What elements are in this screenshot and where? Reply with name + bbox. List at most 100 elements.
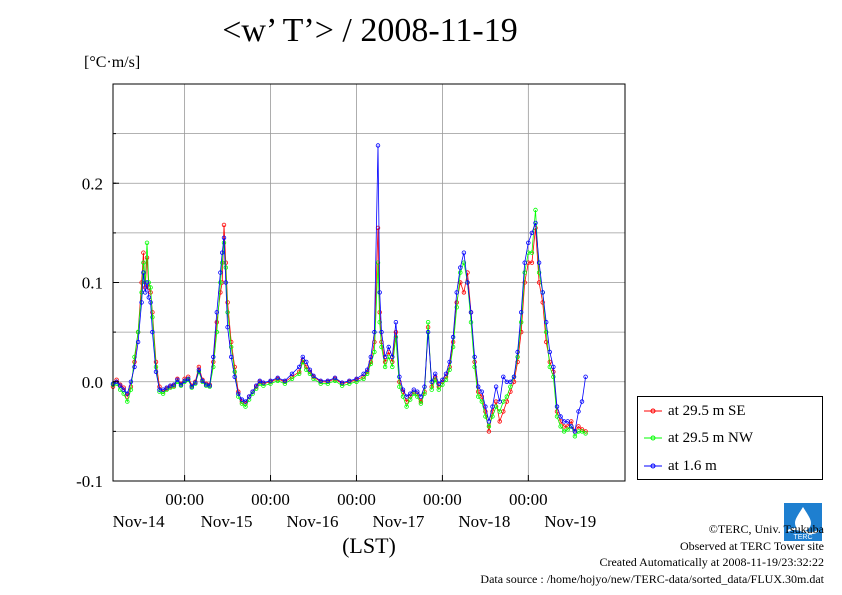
data-point xyxy=(377,290,382,295)
data-point xyxy=(551,374,556,379)
x-day-label: Nov-17 xyxy=(372,512,424,531)
data-point xyxy=(497,399,502,404)
data-point xyxy=(339,383,345,388)
data-point xyxy=(372,349,377,355)
data-point xyxy=(200,378,205,383)
data-point xyxy=(544,329,549,335)
x-day-label: Nov-18 xyxy=(458,512,510,531)
data-point xyxy=(490,404,495,409)
data-point xyxy=(325,378,330,383)
y-tick-label: 0.0 xyxy=(82,373,103,392)
data-point xyxy=(468,320,474,325)
data-point xyxy=(447,359,452,365)
data-point xyxy=(579,429,585,434)
data-point xyxy=(429,379,434,384)
data-point xyxy=(519,320,524,325)
data-point xyxy=(536,270,542,275)
data-point xyxy=(561,429,567,434)
data-point xyxy=(128,379,134,384)
data-point xyxy=(565,419,570,424)
legend-label-1-6m: at 1.6 m xyxy=(668,458,717,474)
data-point xyxy=(422,384,427,389)
data-point xyxy=(404,394,409,399)
data-point xyxy=(182,378,187,383)
data-point xyxy=(576,409,581,414)
legend-item: at 29.5 m SE xyxy=(644,401,746,421)
data-point xyxy=(185,376,191,381)
data-point xyxy=(465,280,470,285)
data-point xyxy=(454,305,459,310)
data-point xyxy=(193,380,198,385)
data-point xyxy=(501,374,506,379)
data-point xyxy=(218,270,223,275)
data-point xyxy=(339,380,345,385)
data-point xyxy=(246,394,252,399)
data-point xyxy=(164,385,169,390)
data-point xyxy=(408,391,413,396)
data-point xyxy=(544,320,549,325)
data-point xyxy=(393,329,399,335)
data-point xyxy=(141,270,146,275)
data-point xyxy=(144,280,150,285)
copyright-text: ©TERC, Univ. Tsukuba xyxy=(708,522,824,536)
data-point xyxy=(361,371,366,376)
data-point xyxy=(472,364,477,370)
data-point xyxy=(382,364,388,370)
data-point xyxy=(207,383,212,388)
data-point xyxy=(529,260,535,265)
data-point xyxy=(483,409,488,414)
data-point xyxy=(461,250,467,255)
data-point xyxy=(128,387,134,392)
data-point xyxy=(135,329,141,335)
data-point xyxy=(243,404,248,409)
data-point xyxy=(354,379,359,384)
data-point xyxy=(304,364,309,370)
data-point xyxy=(447,367,452,372)
data-point xyxy=(153,369,159,374)
data-point xyxy=(160,387,166,392)
data-point xyxy=(171,382,177,387)
data-point xyxy=(347,381,352,386)
data-point xyxy=(390,364,395,370)
data-point xyxy=(533,207,538,213)
data-point xyxy=(515,354,520,360)
data-point xyxy=(268,381,273,386)
data-point xyxy=(300,354,305,360)
series-line xyxy=(112,209,586,438)
data-point xyxy=(121,387,126,392)
legend: at 29.5 m SE at 29.5 m NW at 1.6 m xyxy=(637,396,823,480)
data-point xyxy=(150,315,155,320)
data-point xyxy=(268,378,273,383)
data-point xyxy=(386,344,391,350)
data-point xyxy=(558,424,563,429)
data-point xyxy=(461,290,467,295)
logo-text: TERC xyxy=(793,534,812,541)
data-point xyxy=(228,354,234,360)
data-point xyxy=(289,376,295,381)
data-point xyxy=(196,367,202,372)
x-day-label: Nov-14 xyxy=(113,512,165,531)
data-point xyxy=(375,143,381,148)
data-point xyxy=(142,290,148,295)
data-point xyxy=(297,364,302,370)
data-point xyxy=(425,329,431,335)
data-point xyxy=(393,320,399,325)
data-point xyxy=(297,371,302,376)
data-point xyxy=(468,310,474,315)
data-point xyxy=(536,260,542,265)
data-point xyxy=(243,399,248,404)
legend-swatch-se xyxy=(644,408,662,414)
data-point xyxy=(189,384,194,389)
data-point xyxy=(486,419,492,424)
data-point xyxy=(476,394,481,399)
data-point xyxy=(479,389,484,394)
data-point xyxy=(433,371,438,376)
data-point xyxy=(415,389,420,394)
series-line xyxy=(112,224,586,433)
x-day-label: Nov-15 xyxy=(201,512,253,531)
data-point xyxy=(148,300,153,305)
x-tick-time-label: 00:00 xyxy=(337,490,376,509)
data-point xyxy=(221,222,227,228)
data-point xyxy=(282,378,288,383)
series-2 xyxy=(110,143,588,434)
